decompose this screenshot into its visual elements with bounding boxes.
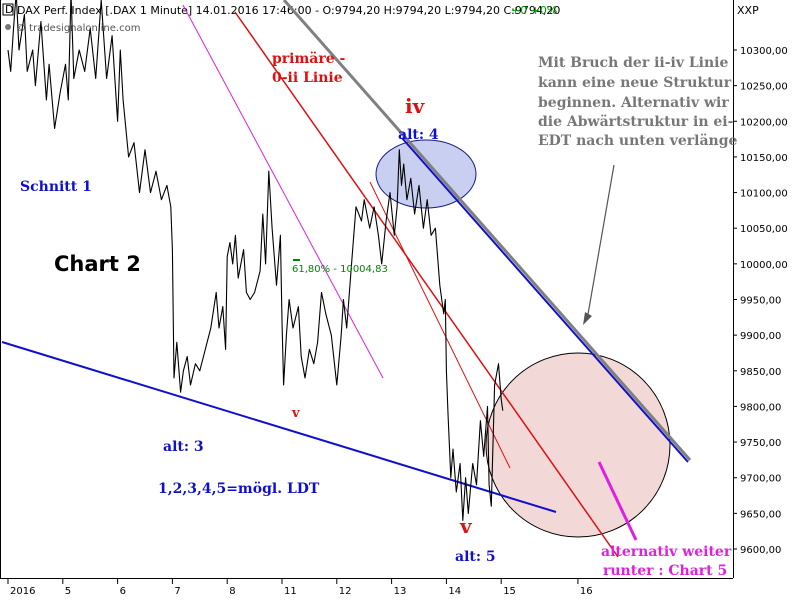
x-tick-label: 5: [65, 586, 71, 597]
zero-ii-label: 0-ii Linie: [272, 70, 343, 86]
time-axis: 2016 5 6 7 8 11 12 13 14 15 16: [7, 578, 593, 597]
wave-v-small-label: v: [291, 406, 300, 421]
grey-channel-line: [282, 0, 692, 461]
note-line: Mit Bruch der ii-iv Linie: [538, 55, 729, 71]
header-icon[interactable]: [2, 3, 14, 16]
y-tick-label: 10250,00: [740, 82, 788, 93]
x-tick-label: 16: [580, 586, 593, 597]
y-tick-label: 9700,00: [740, 474, 781, 485]
blue-ii-iv-line: [401, 137, 689, 463]
runter-label: runter : Chart 5: [603, 563, 727, 579]
watermark-icon: [5, 24, 11, 30]
x-tick-label: 11: [284, 586, 297, 597]
y-tick-label: 9900,00: [740, 331, 781, 342]
x-tick-label: 15: [503, 586, 516, 597]
y-tick-label: 9600,00: [740, 545, 781, 556]
wave-iv-label: iv: [405, 94, 426, 118]
alt-path-magenta: [597, 461, 638, 541]
change-readout: +0 +0%: [511, 4, 557, 17]
x-tick-label: 13: [394, 586, 407, 597]
note-line: EDT nach unten verlänge: [538, 133, 737, 149]
primary-0-ii-line: [234, 11, 619, 558]
note-line: kann eine neue Struktur: [538, 75, 732, 91]
note-line: die Abwärtstruktur in ei-: [538, 114, 734, 130]
note-block: Mit Bruch der ii-iv Linie kann eine neue…: [533, 50, 737, 150]
wave-v-big-label: v: [459, 514, 473, 538]
alt5-label: alt: 5: [455, 549, 496, 565]
x-tick-label: 14: [448, 586, 461, 597]
y-tick-label: 9850,00: [740, 367, 781, 378]
y-tick-label: 10050,00: [740, 224, 788, 235]
fib-level-label: 61,80% - 10004,83: [292, 264, 388, 275]
note-line: beginnen. Alternativ wir: [538, 95, 729, 111]
x-tick-label: 12: [339, 586, 352, 597]
y-tick-label: 9950,00: [740, 296, 781, 307]
chart-title: DAX Perf. Index [.DAX 1 Minute] 14.01.20…: [17, 4, 560, 17]
y-tick-label: 9750,00: [740, 438, 781, 449]
alternativ-label: alternativ weiter: [601, 544, 732, 560]
note-background: [533, 50, 733, 150]
ldt-label: 1,2,3,4,5=mögl. LDT: [158, 481, 320, 497]
price-axis: 9600,00 9650,00 9700,00 9750,00 9800,00 9850,…: [733, 46, 788, 556]
watermark: © tradesignalonline.com: [16, 23, 140, 34]
price-line: [7, 0, 504, 522]
currency-label: XXP: [737, 4, 759, 17]
blue-support-line: [1, 341, 557, 513]
y-tick-label: 10300,00: [740, 46, 788, 57]
note-arrow-line: [586, 164, 615, 321]
note-arrow-head: [583, 312, 592, 325]
x-tick-label: 6: [120, 586, 126, 597]
chart2-label: Chart 2: [54, 252, 141, 276]
primaere-label: primäre -: [272, 51, 346, 67]
y-tick-label: 9650,00: [740, 509, 781, 520]
x-tick-label: 2016: [10, 586, 35, 597]
header-icon-letter: D: [5, 3, 13, 16]
y-tick-label: 10000,00: [740, 260, 788, 271]
alt3-label: alt: 3: [163, 439, 204, 455]
magenta-trendline: [182, 4, 384, 379]
y-tick-label: 10200,00: [740, 117, 788, 128]
alt4-label: alt: 4: [398, 127, 439, 143]
x-tick-label: 8: [229, 586, 235, 597]
y-tick-label: 9800,00: [740, 402, 781, 413]
y-tick-label: 10150,00: [740, 153, 788, 164]
target-zone-circle: [485, 352, 671, 538]
x-tick-label: 7: [174, 586, 180, 597]
y-tick-label: 10100,00: [740, 189, 788, 200]
price-series: [7, 0, 504, 522]
schnitt-label: Schnitt 1: [20, 179, 92, 195]
